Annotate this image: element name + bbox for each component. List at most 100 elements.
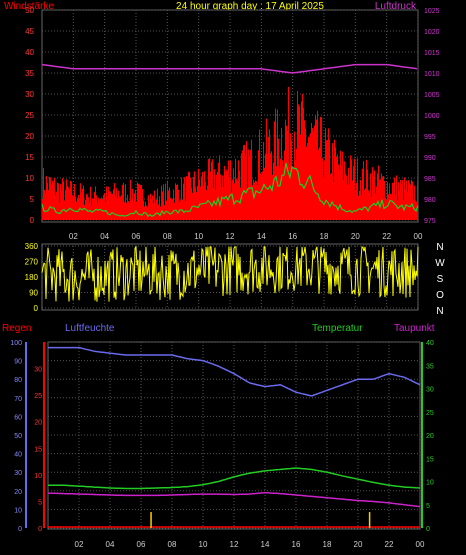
wind-gust-bar <box>325 128 326 220</box>
wind-gust-bar <box>78 195 79 220</box>
wind-gust-bar <box>387 181 388 220</box>
wind-gust-bar <box>299 106 300 220</box>
wind-gust-bar <box>107 196 108 220</box>
wind-gust-bar <box>338 164 339 220</box>
wind-gust-bar <box>262 171 263 220</box>
wind-gust-bar <box>226 169 227 220</box>
temperature-tick-label: 10 <box>426 480 434 487</box>
wind-gust-bar <box>412 181 413 220</box>
wind-gust-bar <box>417 180 418 220</box>
wind-gust-bar <box>214 169 215 220</box>
pressure-series <box>41 63 418 74</box>
wind-gust-bar <box>191 187 192 220</box>
wind-gust-bar <box>295 160 296 220</box>
wind-gust-bar <box>208 159 209 220</box>
wind-gust-bar <box>68 187 69 220</box>
wind-left-tick-label: 25 <box>25 111 34 120</box>
wind-gust-bar <box>339 170 340 220</box>
wind-gust-bar <box>123 182 124 220</box>
wind-gust-bar <box>138 183 139 220</box>
humidity-tick-label: 100 <box>10 340 22 347</box>
wind-gust-bar <box>269 129 270 220</box>
wind-gust-bar <box>379 180 380 220</box>
wind-gust-bar <box>113 189 114 220</box>
wind-gust-bar <box>330 174 331 220</box>
wind-gust-bar <box>43 167 44 220</box>
wind-gust-bar <box>400 179 401 220</box>
wind-gust-bar <box>240 187 241 220</box>
wind-gust-bar <box>298 104 299 220</box>
wind-gust-bar <box>162 191 163 220</box>
wind-gust-bar <box>271 151 272 220</box>
wind-gust-bar <box>210 171 211 220</box>
pressure-line <box>41 63 418 74</box>
pressure-tick-label: 980 <box>424 197 436 204</box>
wind-x-axis: 02 04 06 08 10 12 14 16 18 20 22 00 <box>69 232 423 241</box>
wind-gust-bar <box>296 148 297 220</box>
wind-gust-bar <box>62 178 63 220</box>
temperature-tick-label: 15 <box>426 456 434 463</box>
wind-gust-bar <box>221 186 222 220</box>
wind-gust-bar <box>390 193 391 220</box>
wind-gust-bar <box>349 183 350 220</box>
wind-gust-bar <box>334 139 335 220</box>
temperature-tick-label: 30 <box>426 387 434 394</box>
wind-gust-bar <box>73 196 74 220</box>
wind-gust-bar <box>333 182 334 220</box>
wind-gust-bar <box>354 158 355 220</box>
wind-gust-bar <box>110 191 111 220</box>
wind-gust-bar <box>267 154 268 220</box>
wind-gust-bar <box>99 200 100 220</box>
wind-gust-bar <box>294 131 295 220</box>
wind-gust-bar <box>286 125 287 220</box>
wind-gust-bar <box>399 190 400 220</box>
wind-gust-bar <box>288 86 289 221</box>
pressure-tick-label: 1025 <box>424 8 440 15</box>
wind-gust-bar <box>130 179 131 220</box>
wind-gust-bar <box>235 158 236 220</box>
wind-gust-bar <box>414 185 415 220</box>
wind-gust-bar <box>129 202 130 220</box>
wind-gust-bar <box>276 166 277 220</box>
wind-gust-bar <box>277 109 278 220</box>
wind-gust-bar <box>196 191 197 220</box>
wind-gust-bar <box>139 184 140 220</box>
wind-x-tick-label: 16 <box>288 232 297 241</box>
wind-gust-bar <box>351 159 352 220</box>
wind-gust-bar <box>305 128 306 220</box>
wind-gust-bar <box>300 134 301 220</box>
wind-gust-bar <box>50 177 51 220</box>
wind-gust-bar <box>323 176 324 220</box>
wind-gust-bar <box>201 176 202 220</box>
wind-gust-bar <box>301 101 302 220</box>
wind-gust-bar <box>364 189 365 220</box>
wind-gust-bar <box>72 195 73 220</box>
wind-gust-bar <box>219 155 220 220</box>
wind-gust-bar <box>82 188 83 220</box>
wind-gust-bar <box>321 116 322 220</box>
pressure-right-axis: 975 980 985 990 995 1000 1005 1010 1015 1020 1025 <box>424 8 440 225</box>
wind-gust-bar <box>59 201 60 220</box>
wind-gust-bar <box>341 165 342 220</box>
wind-gust-bar <box>74 183 75 220</box>
wind-gust-bar <box>90 186 91 220</box>
wind-gust-bar <box>102 199 103 220</box>
wind-gust-bar <box>314 125 315 220</box>
humidity-tick-label: 90 <box>14 359 22 366</box>
wind-x-tick-label: 22 <box>382 232 391 241</box>
wind-left-tick-label: 50 <box>25 6 34 15</box>
wind-gust-bar <box>378 165 379 220</box>
wind-gust-bar <box>362 168 363 220</box>
wind-gust-bar <box>254 182 255 220</box>
wind-gust-bar <box>293 166 294 220</box>
wind-gust-bar <box>152 195 153 220</box>
wind-gust-bar <box>132 188 133 220</box>
wind-gust-bar <box>177 184 178 220</box>
wind-gust-bar <box>248 149 249 220</box>
wind-gust-bar <box>409 182 410 220</box>
rain-axis: 0 5 10 15 20 25 30 <box>34 342 45 533</box>
wind-gust-bar <box>384 180 385 220</box>
wind-gust-bar <box>337 154 338 220</box>
wind-gust-bar <box>367 169 368 220</box>
